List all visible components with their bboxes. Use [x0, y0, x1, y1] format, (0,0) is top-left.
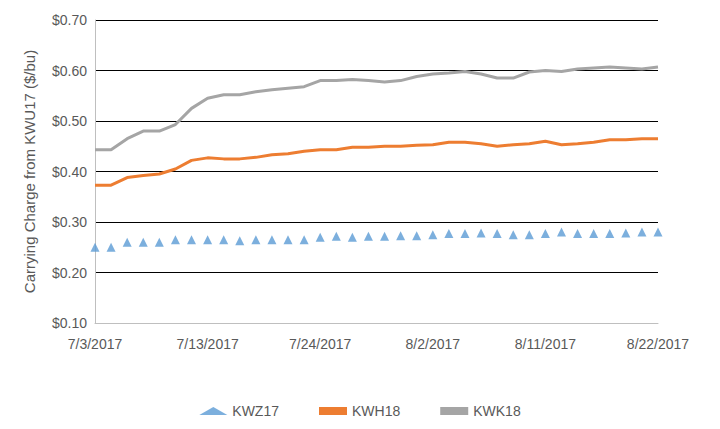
svg-text:$0.70: $0.70: [52, 12, 87, 28]
svg-text:$0.10: $0.10: [52, 315, 87, 331]
svg-text:$0.20: $0.20: [52, 265, 87, 281]
svg-text:$0.30: $0.30: [52, 214, 87, 230]
svg-text:KWK18: KWK18: [473, 403, 521, 419]
svg-text:$0.60: $0.60: [52, 63, 87, 79]
svg-text:Carrying Charge from KWU17 ($/: Carrying Charge from KWU17 ($/bu): [21, 50, 38, 293]
svg-text:8/11/2017: 8/11/2017: [515, 336, 576, 352]
svg-text:KWZ17: KWZ17: [232, 403, 279, 419]
svg-text:$0.50: $0.50: [52, 113, 87, 129]
svg-text:7/13/2017: 7/13/2017: [176, 336, 238, 352]
svg-text:8/22/2017: 8/22/2017: [627, 336, 689, 352]
svg-text:7/3/2017: 7/3/2017: [68, 336, 123, 352]
svg-text:8/2/2017: 8/2/2017: [406, 336, 461, 352]
svg-text:7/24/2017: 7/24/2017: [289, 336, 351, 352]
svg-text:KWH18: KWH18: [352, 403, 400, 419]
svg-text:$0.40: $0.40: [52, 164, 87, 180]
